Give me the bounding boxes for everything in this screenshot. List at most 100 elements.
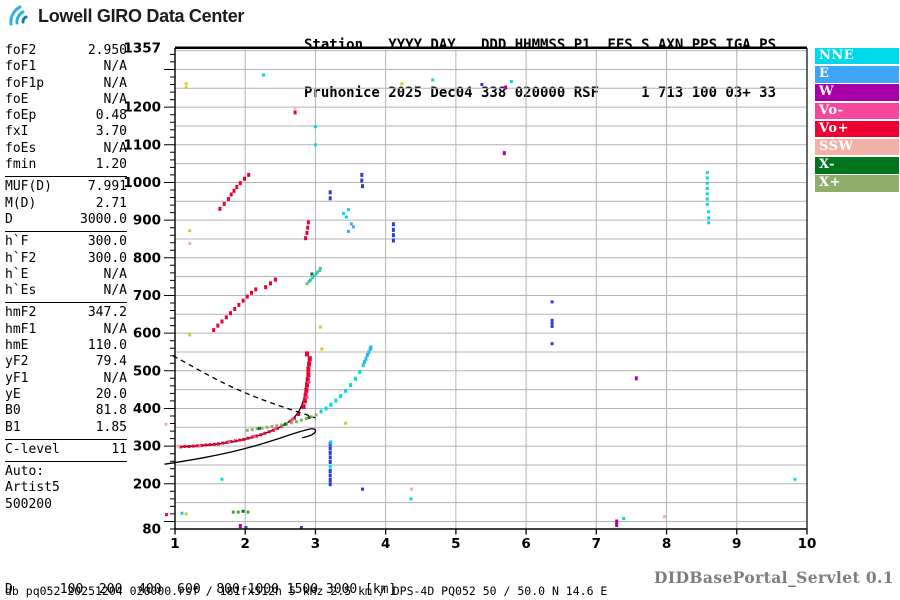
param-row: hmE 110.0 <box>5 338 127 354</box>
trace-x-hop2-e-light <box>346 222 355 233</box>
auto-line: 500200 <box>5 496 52 512</box>
trace-x-hop2-nne <box>307 208 350 283</box>
param-row: h`F2 300.0 <box>5 251 127 267</box>
param-label: B0 <box>5 403 21 419</box>
param-row: fmin 1.20 <box>5 157 127 173</box>
curve-true-height-profile <box>164 428 317 465</box>
y-tick-label: 500 <box>133 363 161 379</box>
x-tick-label: 6 <box>521 536 530 552</box>
direction-legend: NNE E W Vo- Vo+ SSW X- X+ <box>815 48 899 194</box>
param-value: N/A <box>103 140 127 156</box>
trace-e-scatter-dark <box>244 83 484 529</box>
trace-e-column-6mhz <box>550 300 554 346</box>
param-row: foF2 2.950 <box>5 43 127 59</box>
x-tick-label: 10 <box>798 536 817 552</box>
param-label: foF1p <box>5 75 45 91</box>
param-label: foE <box>5 91 29 107</box>
param-label: fxI <box>5 124 29 140</box>
param-label: hmF1 <box>5 321 37 337</box>
parameter-panel: foF2 2.950 foF1 N/A foF1p N/A foE N/A foEp 0.48 fx… <box>5 43 127 518</box>
param-label: foF2 <box>5 43 37 58</box>
param-row: MUF(D) 7.991 <box>5 179 127 195</box>
param-value: N/A <box>103 321 127 337</box>
param-label: h`F2 <box>5 250 37 266</box>
param-label: hmF2 <box>5 305 37 321</box>
param-label: h`Es <box>5 283 37 299</box>
param-value: 81.8 <box>95 403 127 419</box>
trace-o-trace-f <box>179 413 301 449</box>
legend-item-ssw: SSW <box>815 138 899 156</box>
param-group: foF2 2.950 foF1 N/A foF1p N/A foE N/A foEp 0.48 fx… <box>5 43 127 178</box>
param-row: M(D) 2.71 <box>5 196 127 212</box>
param-value: N/A <box>103 283 127 299</box>
param-value: 110.0 <box>87 338 127 354</box>
param-group: h`F 300.0 h`F2 300.0 h`E N/A h`Es N/A <box>5 234 127 304</box>
param-label: yF1 <box>5 370 29 386</box>
param-label: C-level <box>5 441 60 457</box>
trace-o-trace-cusp <box>301 351 312 410</box>
legend-item-nne: NNE <box>815 48 899 65</box>
legend-item-e: E <box>815 66 899 83</box>
y-tick-label: 200 <box>133 476 161 492</box>
param-value: 1.85 <box>95 419 127 435</box>
auto-line: Auto: <box>5 464 45 480</box>
param-value: N/A <box>103 59 127 75</box>
y-tick-label: 400 <box>133 401 161 417</box>
param-value: N/A <box>103 91 127 107</box>
y-tick-label: 600 <box>133 326 161 342</box>
trace-unclassified-yellow <box>184 82 404 516</box>
x-tick-label: 9 <box>732 536 741 552</box>
param-value: 347.2 <box>87 305 127 321</box>
param-row: hmF1 N/A <box>5 322 127 338</box>
y-axis-labels: 1357 1200 1100 1000 900 800 700 600 500 400 300 200… <box>123 41 161 538</box>
plot-top-border <box>175 46 807 49</box>
param-row: yE 20.0 <box>5 387 127 403</box>
param-row: foE N/A <box>5 92 127 108</box>
param-row: yF2 79.4 <box>5 354 127 370</box>
plot-axes <box>164 46 808 535</box>
servlet-version: DIDBasePortal_Servlet 0.1 <box>654 568 894 587</box>
x-tick-label: 3 <box>311 536 320 552</box>
param-value: 300.0 <box>87 234 127 250</box>
trace-x-trace-green <box>245 413 318 432</box>
param-row: D 3000.0 <box>5 212 127 228</box>
logo: Lowell GIRO Data Center <box>8 3 244 29</box>
param-group: hmF2 347.2 hmF1 N/A hmE 110.0 yF2 79.4 yF1 N/A yE 2… <box>5 305 127 440</box>
trace-nne-streak-right <box>705 171 711 225</box>
y-axis-ticks <box>164 53 175 530</box>
trace-o-trace-vo-minus <box>198 380 311 448</box>
curve-extrapolated-profile <box>172 355 316 419</box>
param-label: M(D) <box>5 195 37 211</box>
param-row: foF1 N/A <box>5 59 127 75</box>
y-tick-label: 1100 <box>123 137 161 153</box>
param-value: 3000.0 <box>80 211 127 227</box>
trace-vo-plus-scatter <box>165 513 169 517</box>
x-axis-ticks <box>174 529 808 535</box>
giro-wave-icon <box>9 5 28 26</box>
legend-item-voplus: Vo+ <box>815 120 899 138</box>
y-tick-label: 300 <box>133 439 161 455</box>
legend-item-vominus: Vo- <box>815 102 899 119</box>
y-tick-label: 1357 <box>123 41 161 57</box>
param-label: MUF(D) <box>5 179 52 195</box>
param-value: 11 <box>111 441 127 457</box>
param-label: yF2 <box>5 354 29 370</box>
trace-x-hop2-e-dark <box>328 172 395 243</box>
footer-info: db pq052 20251204 020000.rsf / 181fx512h… <box>5 584 608 598</box>
param-value: 1.20 <box>95 157 127 173</box>
plot-gridlines <box>175 48 807 529</box>
param-value: 7.991 <box>87 179 127 195</box>
trace-ssw-scatter <box>164 106 666 519</box>
param-label: yE <box>5 386 21 402</box>
param-label: foEs <box>5 140 37 156</box>
y-tick-label: 800 <box>133 250 161 266</box>
param-label: hmE <box>5 338 29 354</box>
trace-o-trace-hop3 <box>218 110 297 211</box>
param-group: MUF(D) 7.991 M(D) 2.71 D 3000.0 <box>5 179 127 233</box>
param-label: h`F <box>5 234 29 250</box>
x-axis-labels: 1 2 3 4 5 6 7 8 9 10 <box>170 536 816 552</box>
y-tick-label: 1200 <box>123 100 161 116</box>
param-value: 3.70 <box>95 124 127 140</box>
param-row: h`Es N/A <box>5 283 127 299</box>
y-tick-label: 900 <box>133 213 161 229</box>
